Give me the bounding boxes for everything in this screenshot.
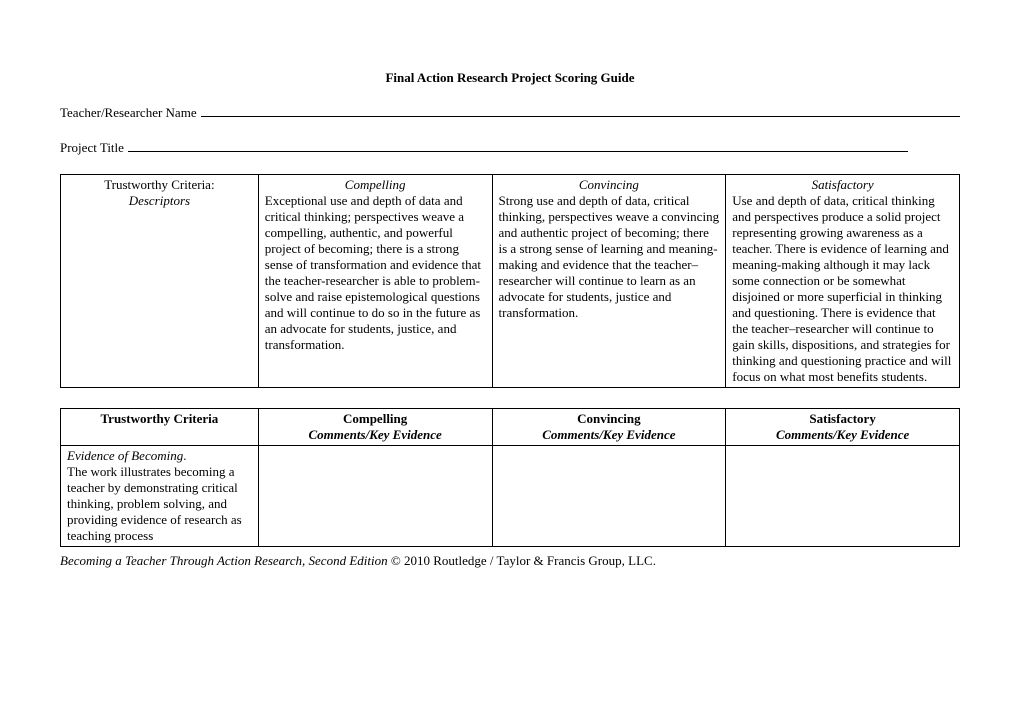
evidence-satisfactory-cell[interactable] [726, 446, 960, 547]
compelling-body: Exceptional use and depth of data and cr… [265, 193, 486, 353]
convincing-col-head-2: Comments/Key Evidence [542, 427, 675, 442]
evidence-row-title: Evidence of Becoming [67, 448, 183, 463]
descriptors-table: Trustworthy Criteria: Descriptors Compel… [60, 174, 960, 388]
compelling-col-head-2: Comments/Key Evidence [309, 427, 442, 442]
satisfactory-head: Satisfactory [732, 177, 953, 193]
compelling-cell: Compelling Exceptional use and depth of … [258, 175, 492, 388]
document-title: Final Action Research Project Scoring Gu… [60, 70, 960, 86]
satisfactory-body: Use and depth of data, critical thinking… [732, 193, 953, 385]
convincing-head: Convincing [499, 177, 720, 193]
footer-book-title: Becoming a Teacher Through Action Resear… [60, 553, 388, 568]
compelling-col-head-1: Compelling [343, 411, 407, 426]
convincing-col-head-1: Convincing [577, 411, 641, 426]
criteria-col-head: Trustworthy Criteria [61, 409, 259, 446]
evidence-compelling-cell[interactable] [258, 446, 492, 547]
footer-copyright: © 2010 Routledge / Taylor & Francis Grou… [388, 553, 656, 568]
evidence-row-body: The work illustrates becoming a teacher … [67, 464, 242, 543]
satisfactory-col-head-2: Comments/Key Evidence [776, 427, 909, 442]
table-row: Evidence of Becoming. The work illustrat… [61, 446, 960, 547]
period: . [183, 448, 186, 463]
satisfactory-cell: Satisfactory Use and depth of data, crit… [726, 175, 960, 388]
project-title-label: Project Title [60, 140, 124, 156]
criteria-line1: Trustworthy Criteria: [104, 177, 214, 192]
teacher-name-label: Teacher/Researcher Name [60, 105, 197, 121]
convincing-cell: Convincing Strong use and depth of data,… [492, 175, 726, 388]
criteria-col-head-text: Trustworthy Criteria [100, 411, 218, 426]
convincing-col-head: Convincing Comments/Key Evidence [492, 409, 726, 446]
criteria-line2: Descriptors [129, 193, 190, 208]
satisfactory-col-head: Satisfactory Comments/Key Evidence [726, 409, 960, 446]
evidence-convincing-cell[interactable] [492, 446, 726, 547]
project-title-line: Project Title [60, 139, 960, 156]
compelling-head: Compelling [265, 177, 486, 193]
document-page: Final Action Research Project Scoring Gu… [0, 0, 1020, 720]
evidence-table: Trustworthy Criteria Compelling Comments… [60, 408, 960, 547]
table-row: Trustworthy Criteria: Descriptors Compel… [61, 175, 960, 388]
footer: Becoming a Teacher Through Action Resear… [60, 553, 960, 569]
table-header-row: Trustworthy Criteria Compelling Comments… [61, 409, 960, 446]
teacher-name-line: Teacher/Researcher Name [60, 104, 960, 121]
project-title-blank[interactable] [128, 139, 908, 152]
compelling-col-head: Compelling Comments/Key Evidence [258, 409, 492, 446]
convincing-body: Strong use and depth of data, critical t… [499, 193, 720, 321]
evidence-criteria-cell: Evidence of Becoming. The work illustrat… [61, 446, 259, 547]
teacher-name-blank[interactable] [201, 104, 960, 117]
satisfactory-col-head-1: Satisfactory [809, 411, 875, 426]
criteria-header-cell: Trustworthy Criteria: Descriptors [61, 175, 259, 388]
